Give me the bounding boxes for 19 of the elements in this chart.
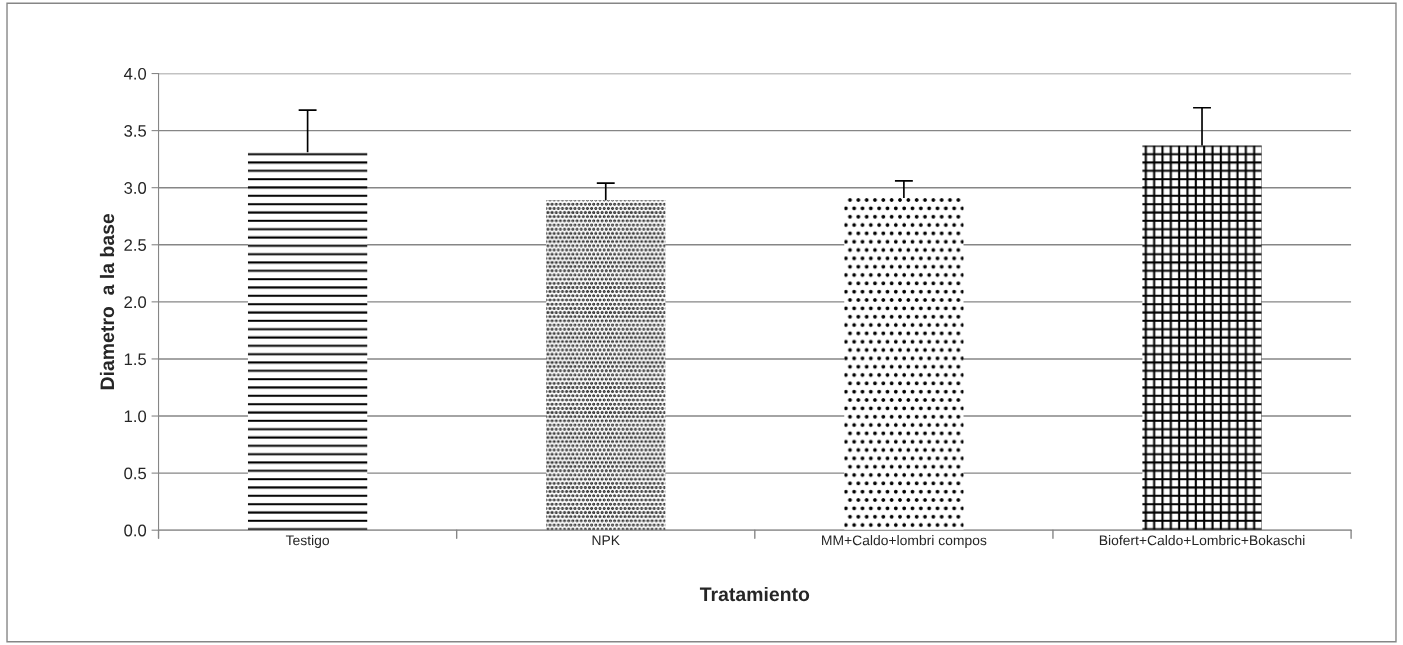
bar [1142,145,1262,531]
x-axis-title: Tratamiento [699,586,810,602]
bar [844,197,964,531]
y-tick-label: 3.0 [124,182,147,194]
y-axis-title: Diametro a la base [99,213,115,390]
y-tick-label: 1.0 [124,410,147,423]
x-tick-label: NPK [592,535,620,546]
x-tick-label: MM+Caldo+lombri compos [822,535,987,548]
x-tick-label: Testigo [285,535,330,548]
y-tick-label: 0.0 [124,524,147,537]
y-tick-label: 3.5 [124,125,147,137]
bar [546,200,666,531]
y-tick-label: 2.0 [124,296,147,309]
bar [247,152,368,531]
x-tick-label: Biofert+Caldo+Lombric+Bokaschi [1099,535,1305,546]
y-tick-label: 4.0 [123,67,147,80]
y-tick-label: 0.5 [124,467,147,480]
y-tick-label: 2.5 [124,239,147,251]
y-tick-label: 1.5 [124,353,147,366]
